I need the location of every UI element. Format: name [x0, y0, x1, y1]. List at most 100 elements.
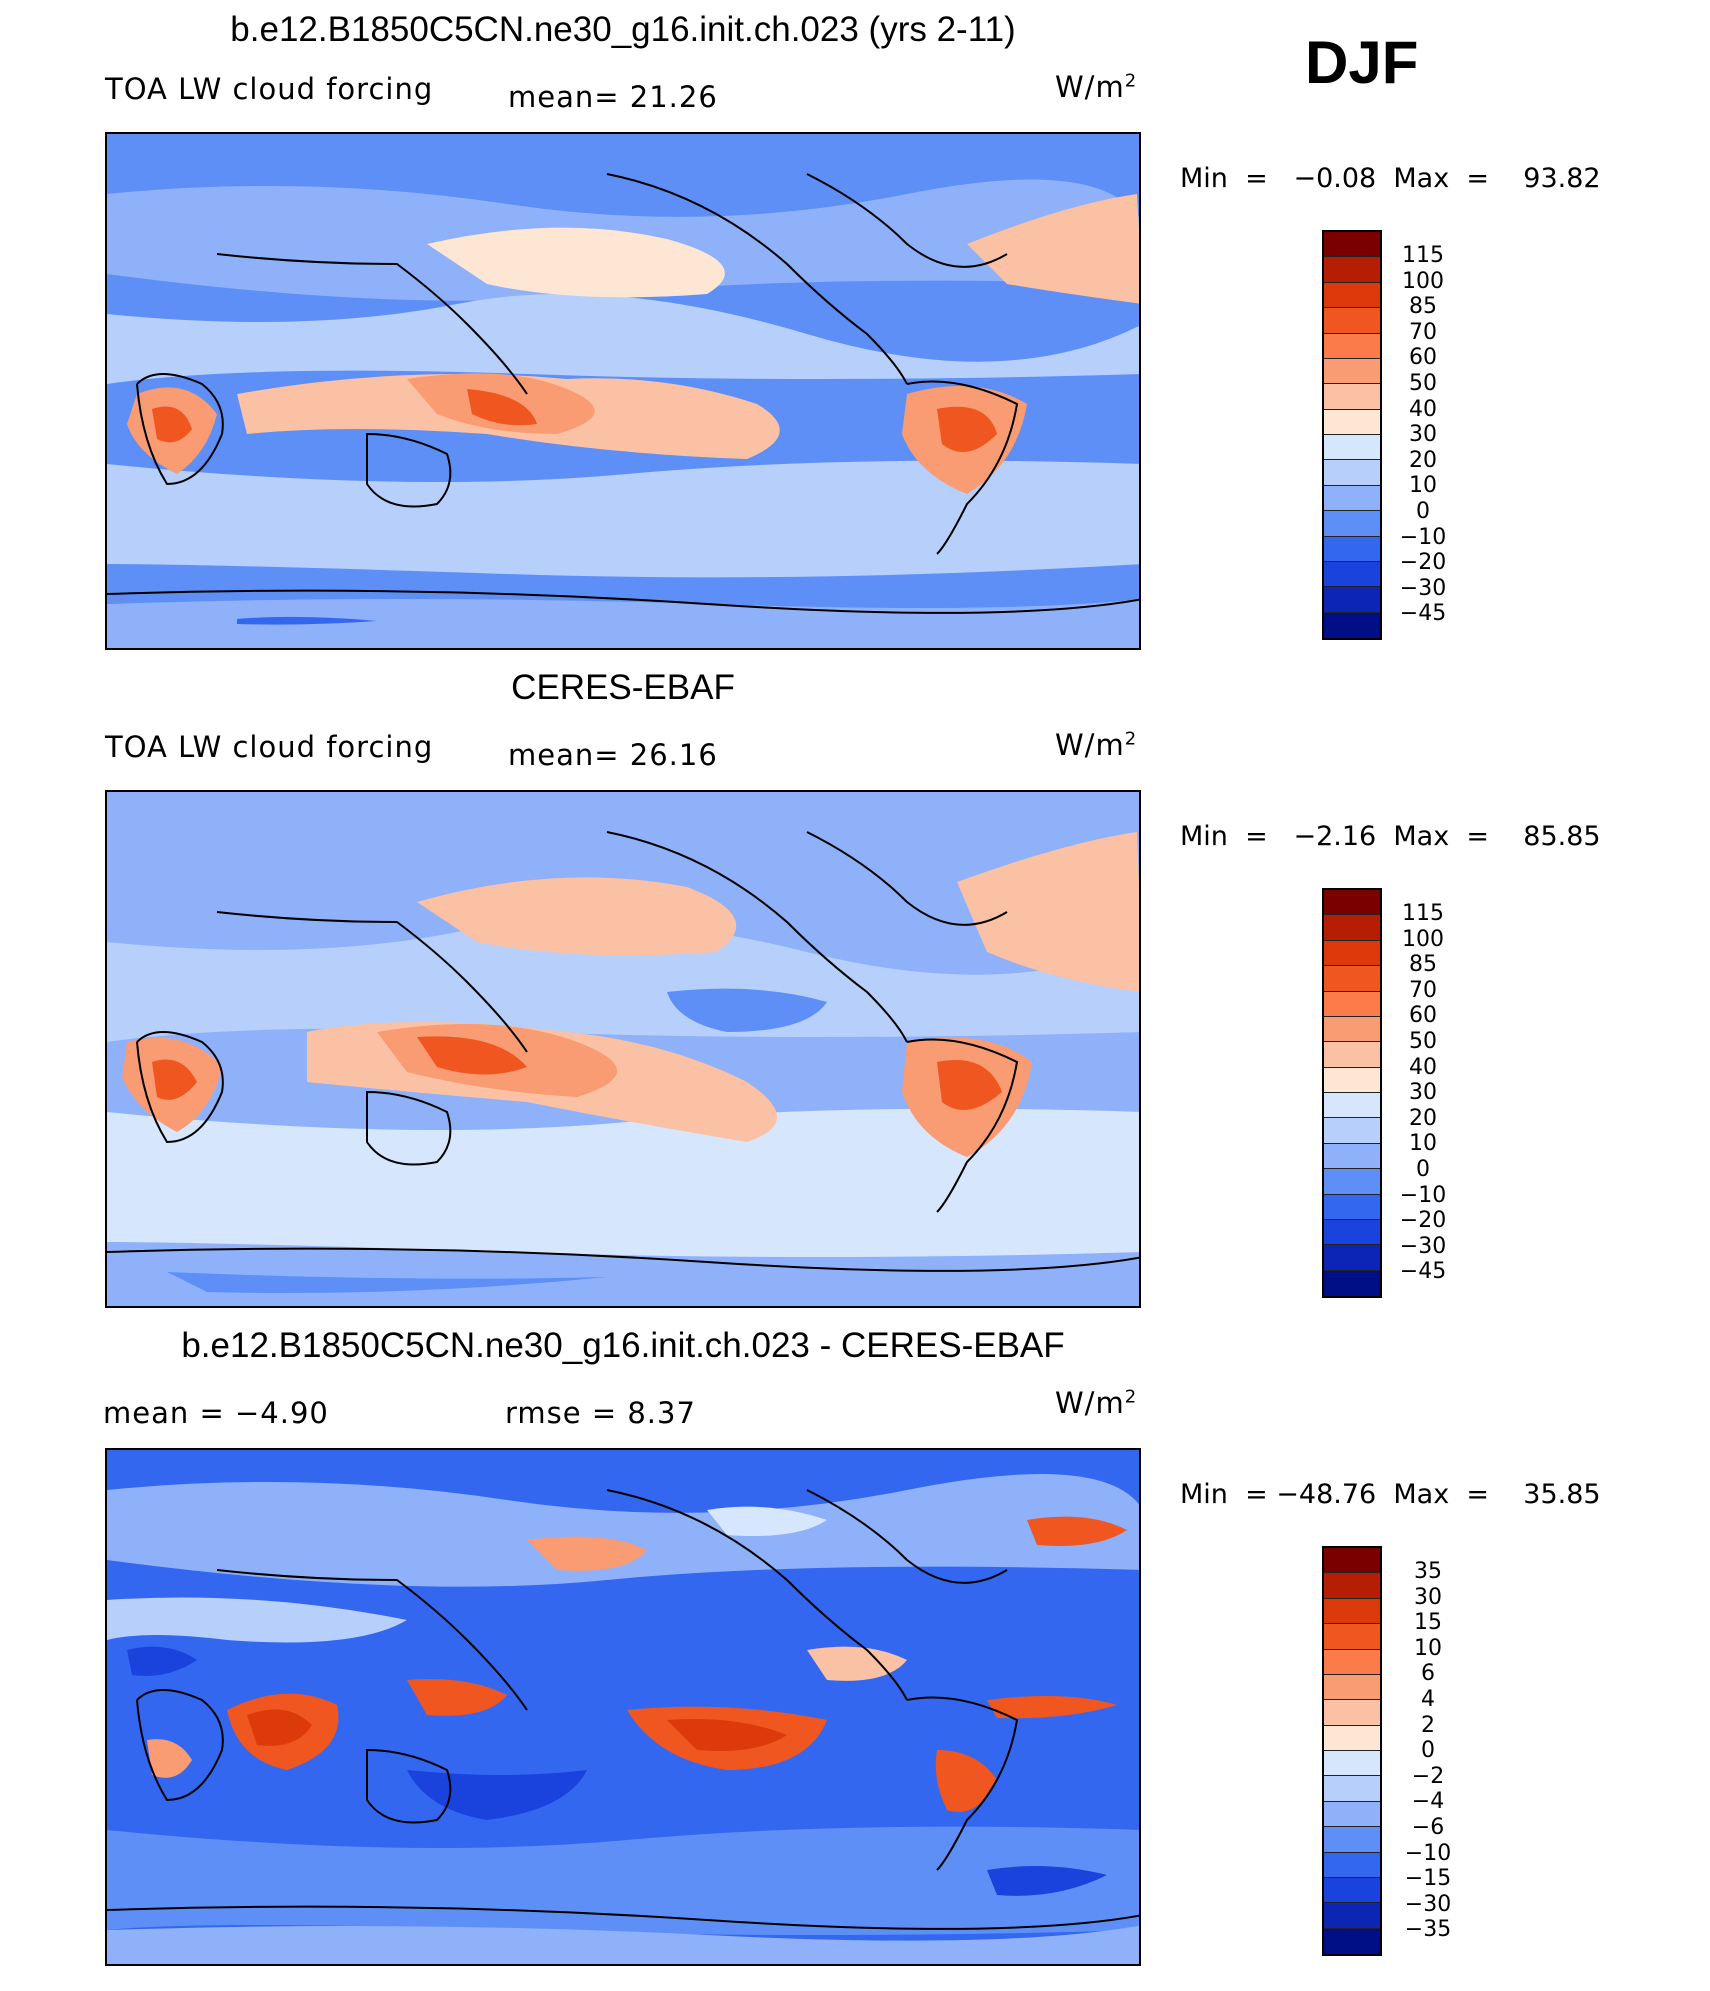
- colorbar-label: −2: [1411, 1763, 1445, 1789]
- colorbar-swatch: [1324, 587, 1380, 613]
- colorbar-swatch: [1324, 991, 1380, 1017]
- colorbar-label: 10: [1409, 473, 1437, 499]
- colorbar-swatch: [1324, 1169, 1380, 1195]
- panel2-contour-field: [107, 792, 1139, 1306]
- panel1-title: b.e12.B1850C5CN.ne30_g16.init.ch.023 (yr…: [230, 10, 1016, 49]
- colorbar-label: 30: [1409, 422, 1437, 448]
- colorbar-label: 0: [1416, 1156, 1430, 1182]
- panel3-map: [105, 1448, 1141, 1966]
- colorbar-swatch: [1324, 1725, 1380, 1751]
- panel3-unit: W/m2: [1055, 1386, 1137, 1420]
- panel3-title: b.e12.B1850C5CN.ne30_g16.init.ch.023 - C…: [181, 1326, 1065, 1365]
- colorbar-label: 50: [1409, 1028, 1437, 1054]
- colorbar-swatch: [1324, 1751, 1380, 1777]
- colorbar-swatch: [1324, 460, 1380, 486]
- panel1-colorbar-labels: 115 100 85 70 60 50 40 30 20 10 0 −10 −2…: [1398, 243, 1448, 627]
- colorbar-label: 60: [1409, 345, 1437, 371]
- panel2-title: CERES-EBAF: [511, 668, 735, 707]
- colorbar-label: 20: [1409, 1105, 1437, 1131]
- colorbar-swatch: [1324, 308, 1380, 334]
- colorbar-swatch: [1324, 1270, 1380, 1296]
- colorbar-swatch: [1324, 915, 1380, 941]
- colorbar-label: 10: [1409, 1131, 1437, 1157]
- colorbar-swatch: [1324, 232, 1380, 258]
- colorbar-swatch: [1324, 435, 1380, 461]
- panel1-mean: mean= 21.26: [508, 80, 718, 114]
- colorbar-swatch: [1324, 561, 1380, 588]
- colorbar-label: 2: [1421, 1712, 1435, 1738]
- panel3-colorbar: [1322, 1546, 1382, 1956]
- unit-exponent: 2: [1124, 1386, 1138, 1408]
- colorbar-label: 100: [1402, 926, 1444, 952]
- colorbar-label: 100: [1402, 268, 1444, 294]
- colorbar-swatch: [1324, 1245, 1380, 1271]
- colorbar-swatch: [1324, 536, 1380, 562]
- unit-base: W/m: [1055, 1386, 1125, 1420]
- season-label: DJF: [1305, 29, 1419, 96]
- panel3-mean: mean = −4.90: [103, 1396, 329, 1430]
- colorbar-label: −10: [1399, 524, 1447, 550]
- colorbar-label: −45: [1399, 601, 1447, 627]
- colorbar-swatch: [1324, 1194, 1380, 1220]
- panel2-unit: W/m2: [1055, 728, 1137, 762]
- panel1-unit: W/m2: [1055, 70, 1137, 104]
- colorbar-swatch: [1324, 1093, 1380, 1119]
- colorbar-swatch: [1324, 1573, 1380, 1599]
- colorbar-swatch: [1324, 1852, 1380, 1878]
- colorbar-swatch: [1324, 1548, 1380, 1574]
- colorbar-label: 115: [1402, 901, 1444, 926]
- panel2-variable: TOA LW cloud forcing: [105, 730, 434, 764]
- panel2-colorbar-labels: 115 100 85 70 60 50 40 30 20 10 0 −10 −2…: [1398, 901, 1448, 1285]
- colorbar-label: −20: [1399, 1208, 1447, 1234]
- colorbar-swatch: [1324, 1776, 1380, 1802]
- colorbar-swatch: [1324, 282, 1380, 309]
- panel3-rmse: rmse = 8.37: [505, 1396, 696, 1430]
- colorbar-swatch: [1324, 511, 1380, 537]
- colorbar-swatch: [1324, 1649, 1380, 1675]
- panel1-minmax: Min = −0.08 Max = 93.82: [1180, 163, 1601, 194]
- panel2-colorbar: [1322, 888, 1382, 1298]
- unit-base: W/m: [1055, 70, 1125, 104]
- colorbar-swatch: [1324, 966, 1380, 992]
- colorbar-swatch: [1324, 1674, 1380, 1701]
- colorbar-swatch: [1324, 384, 1380, 410]
- colorbar-label: −15: [1404, 1866, 1452, 1892]
- panel1-map: [105, 132, 1141, 650]
- colorbar-label: −30: [1399, 575, 1447, 601]
- panel2-mean: mean= 26.16: [508, 738, 718, 772]
- colorbar-label: −10: [1404, 1840, 1452, 1866]
- colorbar-swatch: [1324, 1118, 1380, 1144]
- colorbar-label: 40: [1409, 396, 1437, 422]
- colorbar-label: −45: [1399, 1259, 1447, 1285]
- colorbar-swatch: [1324, 1700, 1380, 1726]
- colorbar-label: 15: [1414, 1610, 1442, 1636]
- panel1-colorbar: [1322, 230, 1382, 640]
- colorbar-swatch: [1324, 333, 1380, 359]
- colorbar-label: 40: [1409, 1054, 1437, 1080]
- colorbar-label: −4: [1411, 1789, 1445, 1815]
- panel1-contour-field: [107, 134, 1139, 648]
- colorbar-label: −35: [1404, 1917, 1452, 1943]
- colorbar-label: −30: [1399, 1233, 1447, 1259]
- colorbar-label: 115: [1402, 243, 1444, 268]
- colorbar-swatch: [1324, 1598, 1380, 1625]
- colorbar-swatch: [1324, 1624, 1380, 1650]
- colorbar-swatch: [1324, 1219, 1380, 1246]
- colorbar-label: −20: [1399, 550, 1447, 576]
- panel3-minmax: Min = −48.76 Max = 35.85: [1180, 1479, 1601, 1510]
- colorbar-swatch: [1324, 1801, 1380, 1828]
- colorbar-swatch: [1324, 1877, 1380, 1904]
- colorbar-swatch: [1324, 1016, 1380, 1043]
- colorbar-label: 4: [1421, 1686, 1435, 1712]
- colorbar-swatch: [1324, 1827, 1380, 1853]
- colorbar-swatch: [1324, 1903, 1380, 1929]
- colorbar-label: 70: [1409, 319, 1437, 345]
- colorbar-label: 30: [1414, 1584, 1442, 1610]
- colorbar-swatch: [1324, 890, 1380, 916]
- unit-base: W/m: [1055, 728, 1125, 762]
- colorbar-swatch: [1324, 940, 1380, 967]
- colorbar-swatch: [1324, 409, 1380, 435]
- panel2-minmax: Min = −2.16 Max = 85.85: [1180, 821, 1601, 852]
- colorbar-label: 30: [1409, 1080, 1437, 1106]
- colorbar-swatch: [1324, 612, 1380, 638]
